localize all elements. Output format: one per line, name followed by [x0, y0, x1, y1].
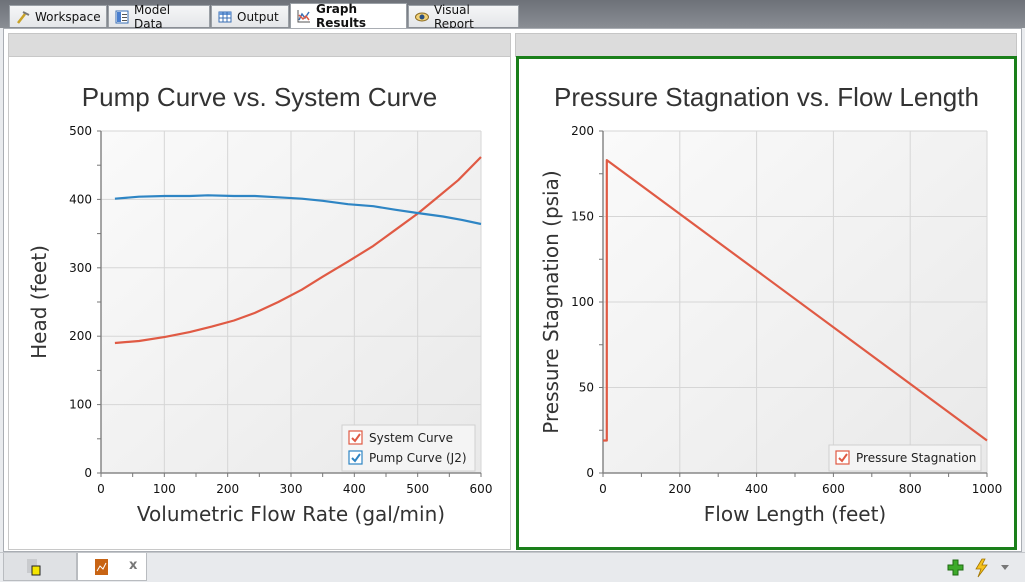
tab-output[interactable]: Output — [211, 5, 289, 27]
x-tick-label-left: 300 — [280, 482, 303, 496]
x-tick-label-left: 0 — [97, 482, 105, 496]
bottom-tab-graph[interactable]: x — [77, 553, 147, 581]
eye-icon — [415, 10, 429, 24]
x-tick-label-left: 100 — [153, 482, 176, 496]
close-tab-button[interactable]: x — [129, 558, 138, 573]
x-tick-label-left: 200 — [216, 482, 239, 496]
graph-page-icon — [95, 559, 108, 575]
legend-label-pressure-stagnation: Pressure Stagnation — [856, 451, 976, 465]
x-tick-label-right: 200 — [668, 482, 691, 496]
legend-label-system-curve: System Curve — [369, 431, 453, 445]
legend-check-icon-pump-curve-j2 — [351, 453, 361, 463]
x-tick-label-right: 0 — [599, 482, 607, 496]
y-axis-label-right: Pressure Stagnation (psia) — [539, 170, 563, 433]
tab-label: Graph Results — [316, 2, 367, 30]
output-table-icon — [218, 10, 232, 24]
model-data-icon — [115, 10, 129, 24]
y-axis-label-left: Head (feet) — [27, 245, 51, 359]
legend-checkbox-pressure-stagnation[interactable] — [835, 450, 850, 465]
workspace-icon — [16, 10, 30, 24]
y-tick-label-left: 100 — [69, 398, 92, 412]
legend-checkbox-system-curve[interactable] — [348, 430, 363, 445]
y-tick-label-right: 200 — [571, 124, 594, 138]
y-tick-label-left: 0 — [84, 466, 92, 480]
tab-visual-report[interactable]: Visual Report — [408, 3, 519, 31]
x-tick-label-left: 400 — [343, 482, 366, 496]
y-tick-label-left: 500 — [69, 124, 92, 138]
right-panel-header — [515, 33, 1017, 57]
x-tick-label-right: 1000 — [972, 482, 1003, 496]
x-tick-label-right: 600 — [822, 482, 845, 496]
legend-label-pump-curve-j2: Pump Curve (J2) — [369, 451, 467, 465]
legend-left — [341, 424, 476, 472]
x-tick-label-right: 800 — [899, 482, 922, 496]
tab-label: Workspace — [35, 9, 101, 24]
x-tick-label-right: 400 — [745, 482, 768, 496]
legend-check-icon-pressure-stagnation — [838, 453, 848, 463]
y-tick-label-left: 300 — [69, 261, 92, 275]
tab-label: Model Data — [134, 2, 171, 31]
tab-label: Visual Report — [434, 2, 474, 31]
tab-label: Output — [237, 9, 279, 24]
bottom-tab-workspace[interactable] — [3, 553, 77, 581]
legend-right — [828, 444, 982, 472]
x-tick-label-left: 500 — [406, 482, 429, 496]
y-tick-label-right: 50 — [579, 381, 594, 395]
dropdown-arrow-icon[interactable] — [1000, 564, 1010, 572]
y-tick-label-left: 200 — [69, 329, 92, 343]
bottom-bar: x — [0, 552, 1025, 582]
x-tick-label-left: 600 — [470, 482, 493, 496]
graph-icon — [297, 9, 311, 23]
tab-model-data[interactable]: Model Data — [108, 3, 210, 31]
series-line-pump-curve-j2 — [114, 194, 482, 226]
y-tick-label-right: 100 — [571, 295, 594, 309]
chart-title-left: Pump Curve vs. System Curve — [81, 82, 438, 112]
x-axis-label-right: Flow Length (feet) — [704, 502, 886, 526]
y-tick-label-left: 400 — [69, 192, 92, 206]
x-axis-label-left: Volumetric Flow Rate (gal/min) — [137, 502, 445, 526]
y-tick-label-right: 150 — [571, 210, 594, 224]
legend-checkbox-pump-curve-j2[interactable] — [348, 450, 363, 465]
chart-title-right: Pressure Stagnation vs. Flow Length — [554, 82, 979, 112]
series-line-system-curve — [114, 156, 482, 345]
y-tick-label-right: 0 — [586, 466, 594, 480]
tab-graph-results[interactable]: Graph Results — [290, 2, 407, 30]
workspace-page-icon — [27, 559, 41, 576]
lightning-icon[interactable] — [973, 558, 989, 578]
plus-icon[interactable] — [947, 559, 965, 577]
legend-check-icon-system-curve — [351, 433, 361, 443]
series-line-pressure-stagnation — [603, 159, 988, 442]
tab-workspace[interactable]: Workspace — [9, 5, 107, 27]
